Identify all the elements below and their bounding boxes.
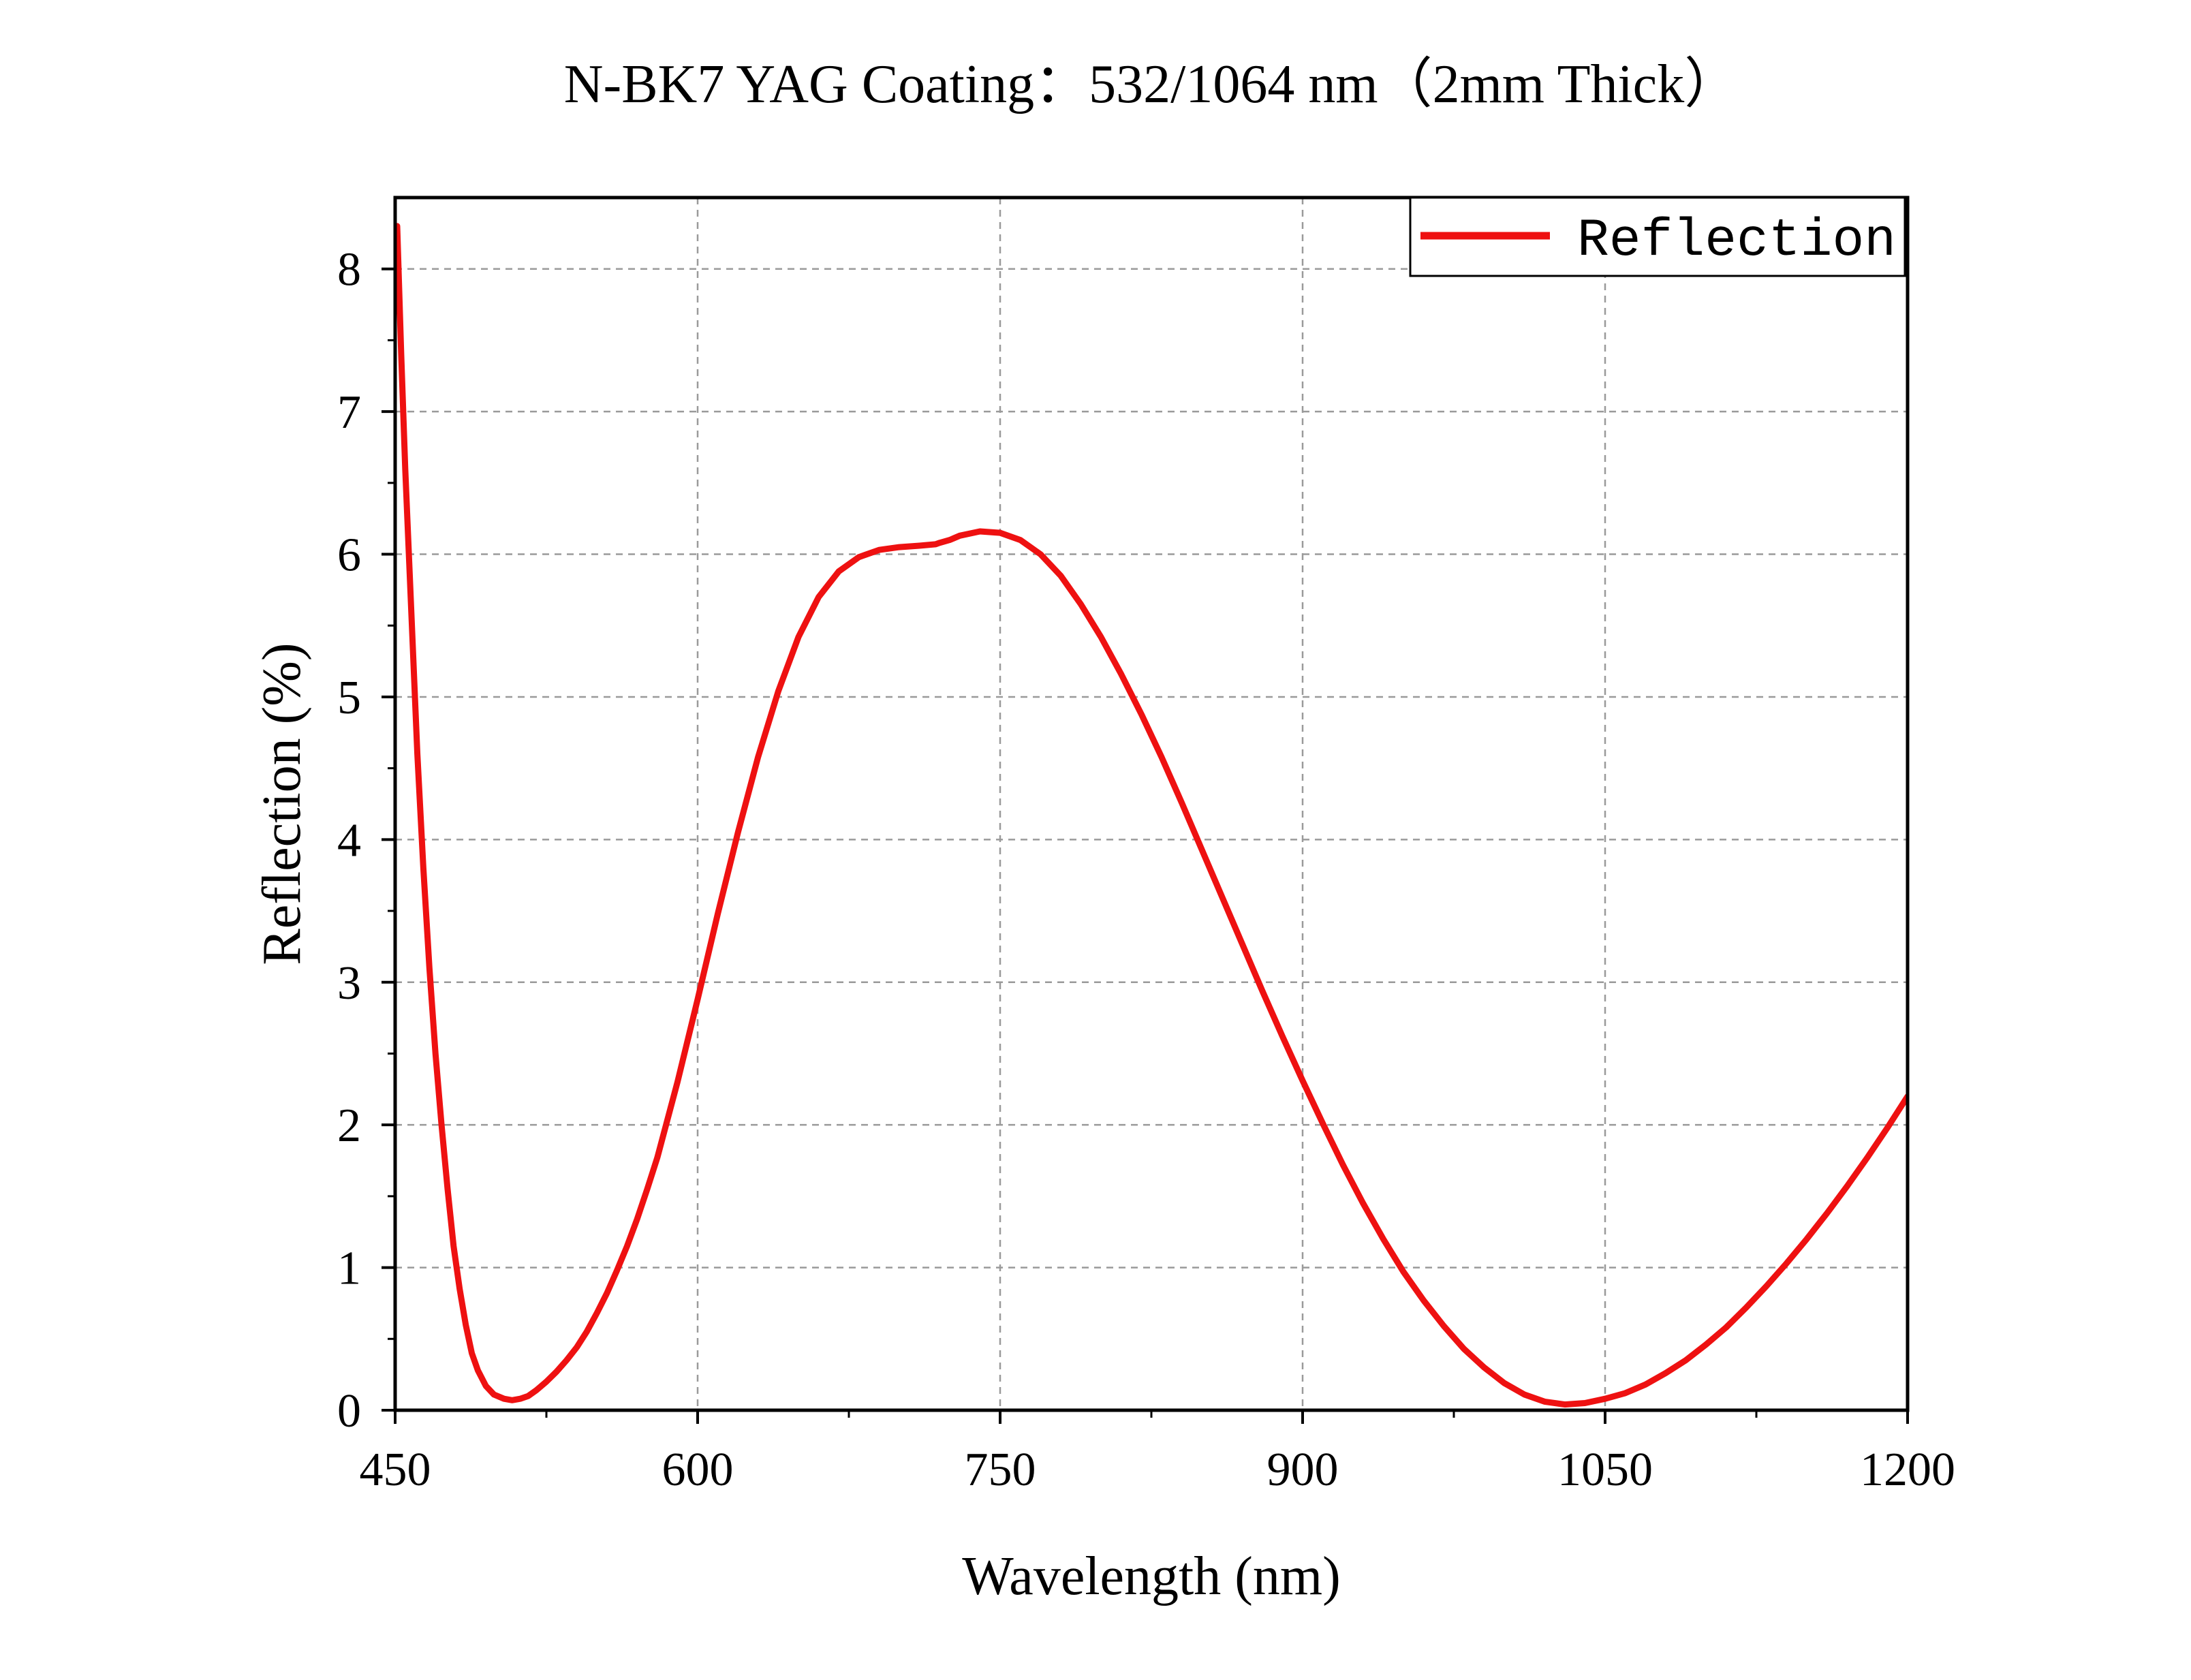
- x-tick-label: 900: [1267, 1444, 1339, 1496]
- y-axis: 0 1 2 3 4 5 6 7 8: [337, 244, 395, 1437]
- y-tick-label: 7: [337, 386, 361, 439]
- chart-title: N-BK7 YAG Coating：532/1064 nm（2mm Thick）: [564, 55, 1739, 114]
- legend: Reflection: [1409, 196, 1906, 277]
- y-tick-label: 3: [337, 957, 361, 1010]
- x-axis-label: Wavelength (nm): [962, 1546, 1341, 1606]
- grid-lines: [395, 198, 1908, 1410]
- x-tick-label: 600: [662, 1444, 734, 1496]
- legend-label-reflection: Reflection: [1577, 211, 1896, 271]
- y-tick-label: 2: [337, 1100, 361, 1152]
- y-tick-label: 4: [337, 814, 361, 867]
- x-tick-label: 450: [360, 1444, 431, 1496]
- legend-box: [1409, 196, 1906, 277]
- x-tick-label: 750: [965, 1444, 1036, 1496]
- series-layer: [395, 223, 1908, 1408]
- y-tick-label: 8: [337, 244, 361, 296]
- x-tick-label: 1050: [1557, 1444, 1653, 1496]
- y-tick-label: 0: [337, 1385, 361, 1437]
- y-tick-label: 5: [337, 672, 361, 724]
- y-axis-label: Reflection (%): [252, 642, 312, 965]
- series-line-reflection: [395, 223, 1908, 1408]
- y-tick-label: 1: [337, 1243, 361, 1295]
- x-tick-label: 1200: [1860, 1444, 1955, 1496]
- y-tick-label: 6: [337, 529, 361, 582]
- plot-area-frame: [393, 196, 1910, 1412]
- x-axis: 450 600 750 900 1050 1200: [360, 1410, 1955, 1496]
